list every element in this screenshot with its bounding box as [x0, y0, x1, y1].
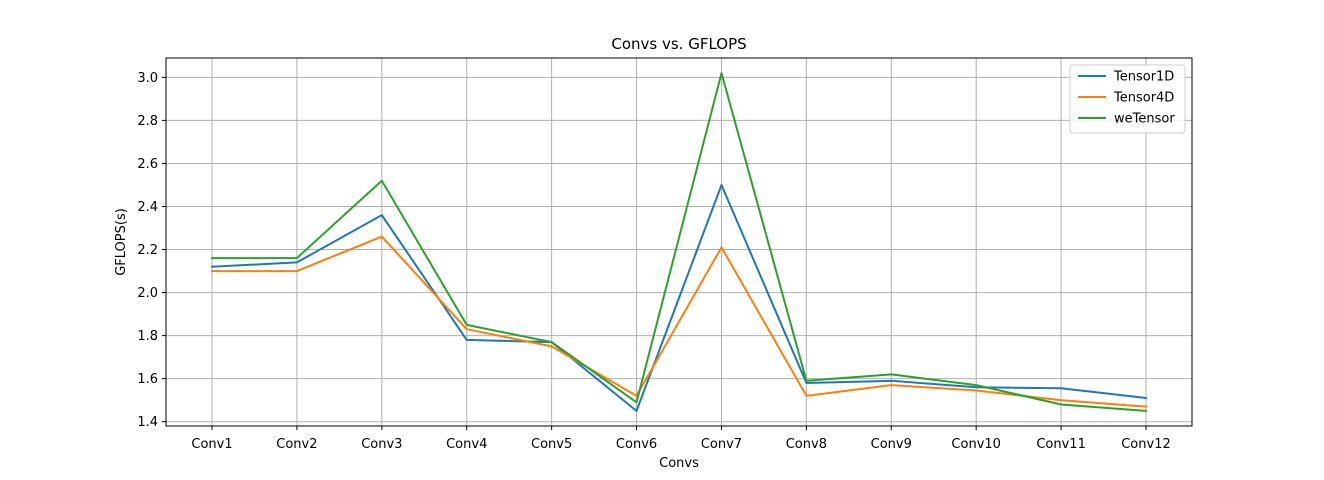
x-axis-title: Convs	[659, 456, 699, 471]
legend-box	[1069, 64, 1186, 134]
y-tick-label: 2.4	[137, 200, 158, 215]
legend-label: weTensor	[1114, 112, 1175, 127]
legend-label: Tensor4D	[1113, 91, 1174, 106]
y-axis-title: GFLOPS(s)	[114, 208, 129, 276]
y-tick-label: 1.6	[137, 372, 158, 387]
series-line-tensor4d	[211, 235, 1148, 408]
y-tick-label: 1.4	[137, 415, 158, 430]
y-tick-label: 2.2	[137, 243, 158, 258]
y-tick-label: 2.6	[137, 157, 158, 172]
legend-label: Tensor1D	[1113, 70, 1174, 85]
grid-layer	[166, 58, 1192, 426]
x-tick-label: Conv2	[276, 437, 317, 452]
legend: Tensor1D Tensor4D weTensor	[1069, 64, 1186, 134]
x-tick-label: Conv4	[446, 437, 487, 452]
y-tick-label: 2.0	[137, 286, 158, 301]
chart-title: Convs vs. GFLOPS	[611, 35, 746, 53]
x-tick-label: Conv6	[616, 437, 657, 452]
y-tick-label: 2.8	[137, 114, 158, 129]
plot-frame	[165, 57, 1193, 427]
x-tick-label: Conv5	[531, 437, 572, 452]
x-tick-label: Conv11	[1036, 437, 1086, 452]
x-axis: Conv1 Conv2 Conv3 Conv4 Conv5 Conv6 Conv7 Conv8…	[191, 426, 1171, 452]
x-tick-label: Conv8	[786, 437, 827, 452]
series-layer	[210, 72, 1148, 412]
series-line-tensor1d	[210, 184, 1148, 412]
y-axis: 1.4 1.6 1.8 2.0 2.2 2.4 2.6 2.8 3.0	[137, 71, 166, 430]
x-tick-label: Conv9	[871, 437, 912, 452]
series-line-wetensor	[211, 72, 1148, 412]
y-tick-label: 3.0	[137, 71, 158, 86]
x-tick-label: Conv1	[191, 437, 232, 452]
x-tick-label: Conv10	[951, 437, 1001, 452]
y-tick-label: 1.8	[137, 329, 158, 344]
x-tick-label: Conv12	[1121, 437, 1171, 452]
x-tick-label: Conv3	[361, 437, 402, 452]
x-tick-label: Conv7	[701, 437, 742, 452]
